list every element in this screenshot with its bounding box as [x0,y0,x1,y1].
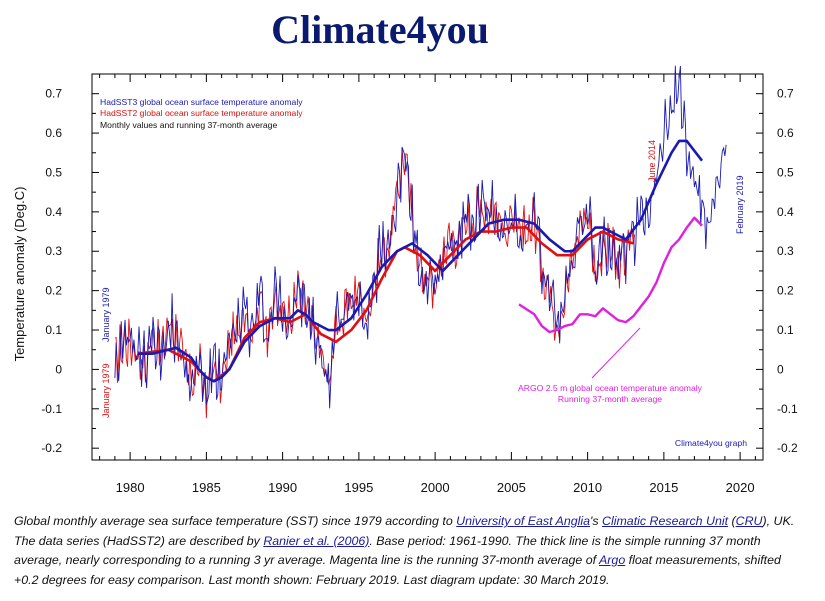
site-title: Climate4you [271,7,489,52]
y-tick-label-right: 0 [777,362,784,376]
y-tick-label: 0.7 [45,87,62,101]
y-tick-label-right: -0.1 [777,402,798,416]
link-argo[interactable]: Argo [599,553,626,568]
caption-text-4: ), UK. The data series (HadSST2) are des… [14,514,795,548]
hadsst3-running-average-line [137,139,704,383]
legend: HadSST3 global ocean surface temperature… [100,97,303,130]
y-tick-label: 0.4 [45,205,62,219]
x-tick-labels: 1980 1985 1990 1995 2000 2005 2010 2015 2020 [116,480,755,495]
hadsst2-running-average-line [137,226,634,383]
y-tick-label: 0.3 [45,244,62,258]
plot-frame [91,73,764,461]
y-tick-label-right: 0.4 [777,205,794,219]
y-tick-label: 0.1 [45,323,62,337]
caption-text-1: Global monthly average sea surface tempe… [14,514,457,528]
x-tick-label: 1985 [192,480,221,495]
caption-text-5: . Base period: 1961-1990. The thick line… [14,533,761,568]
y-tick-label-right: 0.2 [777,284,794,298]
y-tick-label-right: 0.1 [777,323,794,337]
y-tick-label: -0.1 [41,402,62,416]
y-tick-label: 0.6 [45,126,62,140]
figure-caption: Global monthly average sea surface tempe… [14,512,804,590]
legend-entry-hadsst2: HadSST2 global ocean surface temperature… [100,108,303,118]
annotation-argo-line1: ARGO 2.5 m global ocean temperature anom… [518,383,703,393]
x-tick-label: 2020 [726,480,755,495]
link-cru[interactable]: CRU [735,514,763,528]
link-university-east-anglia[interactable]: University of East Anglia [456,514,591,528]
annotation-june-2014: June 2014 [647,140,657,182]
tick-marks [92,74,763,460]
annotation-argo-line2: Running 37-month average [558,394,662,404]
y-tick-label: 0.5 [45,165,62,179]
argo-pointer-line [591,327,641,379]
argo-running-average-line [518,216,703,334]
series-layer [114,65,727,419]
y-tick-label-right: 0.3 [777,244,794,258]
y-tick-label: 0 [55,362,62,376]
annotation-january-1979-blue: January 1979 [101,287,111,342]
x-tick-label: 1995 [344,480,373,495]
caption-text-3: ( [728,514,736,528]
y-tick-label: 0.2 [45,284,62,298]
sst-chart: 0.7 0.6 0.5 0.4 0.3 0.2 0.1 0 -0.1 -0.2 0.7 0.6 0.5… [12,65,798,495]
x-tick-label: 2005 [497,480,526,495]
y-tick-label-right: 0.5 [777,165,794,179]
y-tick-labels-left: 0.7 0.6 0.5 0.4 0.3 0.2 0.1 0 -0.1 -0.2 [41,87,62,455]
x-tick-label: 2010 [573,480,602,495]
y-tick-labels-right: 0.7 0.6 0.5 0.4 0.3 0.2 0.1 0 -0.1 -0.2 [777,87,798,455]
legend-entry-hadsst3: HadSST3 global ocean surface temperature… [100,97,303,107]
annotation-january-1979-red: January 1979 [101,363,111,418]
y-tick-label-right: -0.2 [777,441,798,455]
y-tick-label-right: 0.6 [777,126,794,140]
x-tick-label: 1980 [116,480,145,495]
y-tick-label: -0.2 [41,441,62,455]
link-ranier-2006[interactable]: Ranier et al. (2006) [263,533,370,548]
y-axis-label: Temperature anomaly (Deg.C) [12,187,27,362]
legend-entry-monthly: Monthly values and running 37-month aver… [100,120,277,130]
chart-credit: Climate4you graph [675,438,747,448]
caption-text-2: 's [590,514,603,528]
caption-text-6: float measurements, shifted +0.2 degrees… [14,553,781,587]
x-tick-label: 2015 [649,480,678,495]
x-tick-label: 1990 [268,480,297,495]
link-climatic-research-unit[interactable]: Climatic Research Unit [602,514,729,528]
annotation-february-2019: February 2019 [735,175,745,234]
y-tick-label-right: 0.7 [777,87,794,101]
x-tick-label: 2000 [421,480,450,495]
